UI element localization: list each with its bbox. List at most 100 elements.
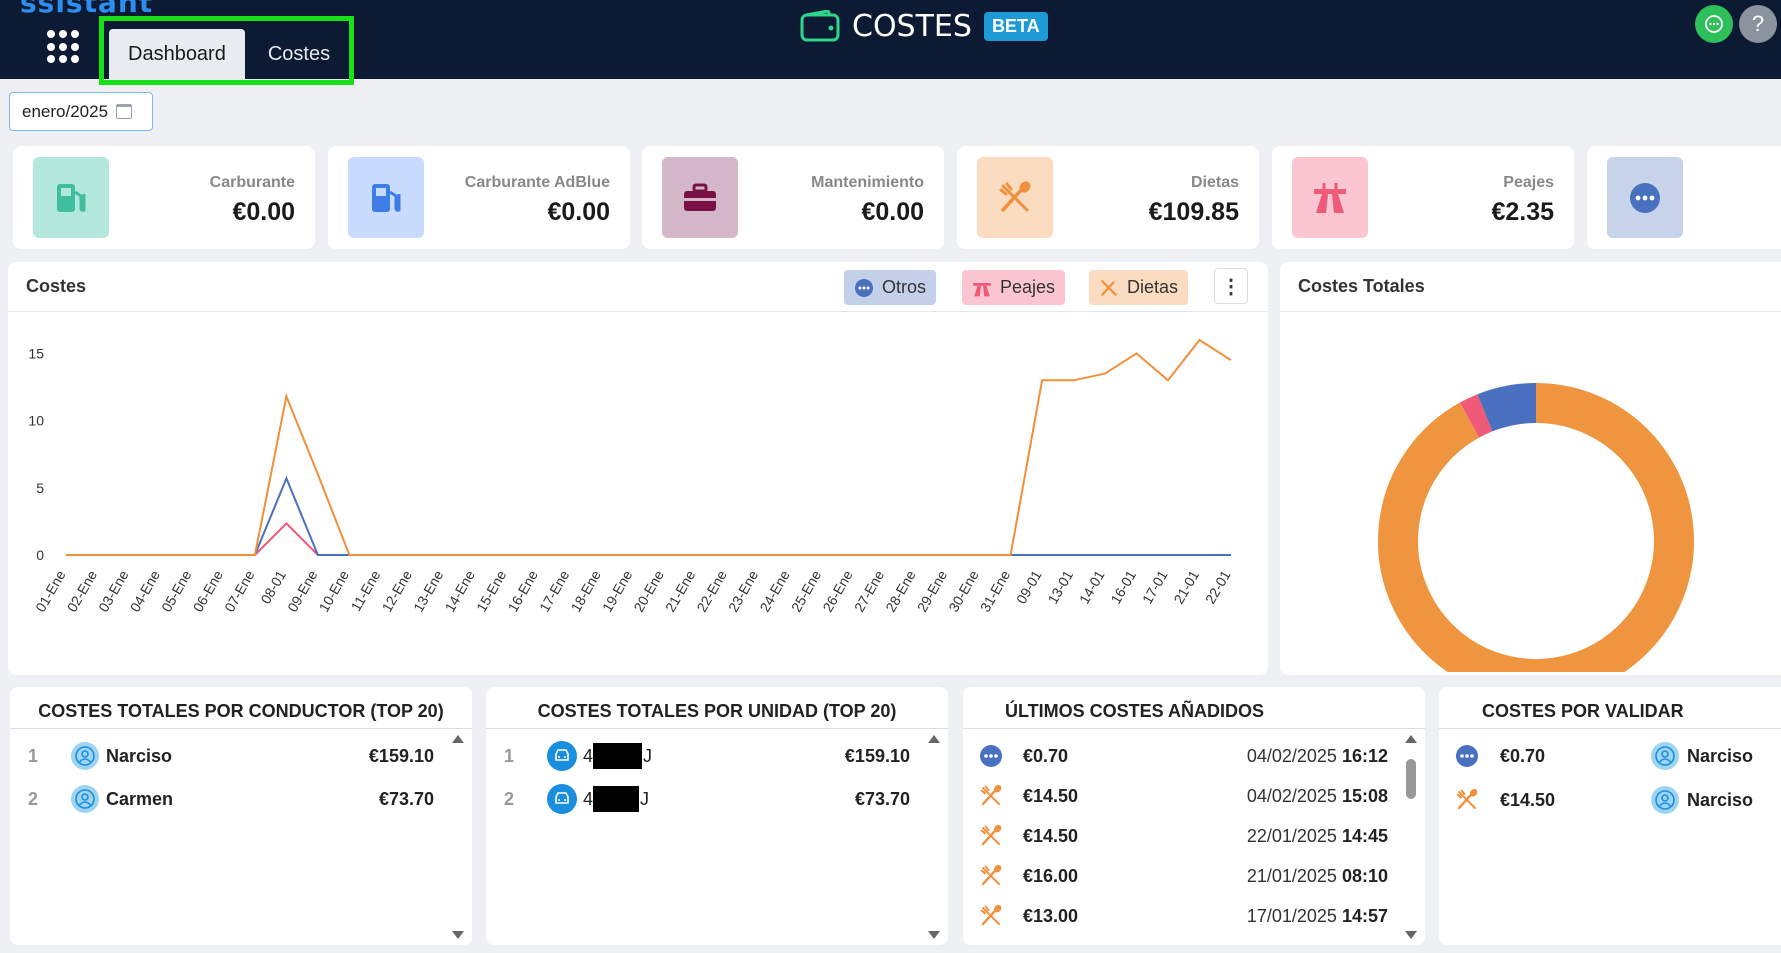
legend-peajes[interactable]: Peajes [962,270,1066,305]
series-line-otros[interactable] [66,475,1231,556]
costes-donut-chart [1378,383,1694,672]
toolbox-icon [662,157,738,238]
cost-amount: €14.50 [1023,825,1079,846]
list-item[interactable]: 1 Narciso €159.10 [10,736,472,776]
month-input[interactable] [22,101,114,122]
month-picker[interactable] [9,92,153,131]
wallet-icon [800,10,840,42]
adblue-fuel-icon [348,157,424,238]
help-button[interactable]: ? [1739,5,1777,43]
list-item[interactable]: 2 4 J €73.70 [486,779,948,819]
list-item[interactable]: 2 Carmen €73.70 [10,779,472,819]
scroll-up-icon[interactable] [1405,735,1417,743]
list-item[interactable]: €14.50 22/01/2025 14:45 [963,816,1425,856]
latest-costs-panel: ÚLTIMOS COSTES AÑADIDOS €0.70 04/02/2025 … [963,687,1425,945]
scroll-up-icon[interactable] [928,735,940,743]
app-title: COSTES BETA [800,6,1048,46]
series-line-peajes[interactable] [66,521,1231,556]
card-value: €109.85 [1148,198,1239,226]
x-tick-label: 30-Ene [945,567,982,614]
x-tick-label: 14-Ene [441,567,478,614]
divider [10,728,472,729]
chat-button[interactable] [1695,5,1733,43]
chart-menu-button[interactable]: ⋮ [1214,268,1248,304]
x-tick-label: 29-Ene [914,567,951,614]
units-panel: COSTES TOTALES POR UNIDAD (TOP 20) 1 4 J… [486,687,948,945]
tab-dashboard[interactable]: Dashboard [109,29,245,80]
cost-datetime: 21/01/2025 08:10 [1247,866,1388,887]
list-item[interactable]: €0.70 Narciso [1439,736,1781,776]
cost-amount: €0.70 [1500,745,1546,766]
divider [1439,728,1781,729]
unit-amount: €159.10 [844,745,910,766]
scrollbar[interactable] [1403,735,1419,939]
list-item[interactable]: €0.70 04/02/2025 16:12 [963,736,1425,776]
x-tick-label: 17-Ene [536,567,573,614]
scroll-thumb[interactable] [1406,759,1416,799]
card-value: €0.00 [232,198,295,226]
fork-spoon-icon [979,864,1003,893]
series-line-dietas[interactable] [66,338,1232,556]
driver-amount: €159.10 [368,745,434,766]
redacted-block [593,743,642,769]
truck-icon [547,741,577,771]
unit-amount: €73.70 [854,788,910,809]
top-bar: ssistant Dashboard Costes COSTES BETA ? [0,0,1781,85]
cost-amount: €13.00 [1023,905,1079,926]
card-dietas[interactable]: Dietas €109.85 [957,146,1259,249]
x-tick-label: 09-01 [1013,567,1045,606]
apps-grid-icon[interactable] [47,30,81,64]
legend-dietas[interactable]: Dietas [1089,270,1189,305]
costes-totales-panel: Costes Totales [1280,262,1781,675]
x-tick-label: 10-Ene [316,567,353,614]
scroll-up-icon[interactable] [452,735,464,743]
cost-date: 04/02/2025 [1246,745,1337,766]
x-tick-label: 13-01 [1044,567,1076,606]
card-carburante[interactable]: Carburante €0.00 [13,146,315,249]
scroll-down-icon[interactable] [928,931,940,939]
cost-amount: €16.00 [1023,865,1079,886]
scrollbar[interactable] [926,735,942,939]
scrollbar[interactable] [450,735,466,939]
tab-costes[interactable]: Costes [267,43,331,65]
driver-name: Carmen [106,788,174,809]
scroll-down-icon[interactable] [452,931,464,939]
divider [8,311,1268,312]
card-value: €0.00 [547,198,610,226]
list-item[interactable]: €14.50 04/02/2025 15:08 [963,776,1425,816]
donut-slice-peajes[interactable] [1459,394,1493,438]
cost-amount: €14.50 [1023,785,1079,806]
x-tick-label: 04-Ene [127,567,164,614]
legend-otros[interactable]: Otros [844,270,937,305]
list-item[interactable]: 1 4 J €159.10 [486,736,948,776]
scroll-down-icon[interactable] [1405,931,1417,939]
rank: 1 [28,745,39,766]
cost-time: 16:12 [1341,745,1388,766]
rank: 2 [28,788,39,809]
calendar-icon[interactable] [116,104,132,119]
card-peajes[interactable]: Peajes €2.35 [1272,146,1574,249]
list-item[interactable]: €16.00 21/01/2025 08:10 [963,856,1425,896]
divider [963,728,1425,729]
donut-slice-dietas[interactable] [1378,383,1694,672]
costes-line-chart: 0 5 10 15 01-Ene02-Ene03-Ene04-Ene05-Ene06-E… [28,338,1234,615]
drivers-title: COSTES TOTALES POR CONDUCTOR (TOP 20) [38,701,444,721]
card-otros[interactable] [1587,146,1781,249]
x-tick-label: 13-Ene [410,567,447,614]
x-tick-label: 09-Ene [284,567,321,614]
x-tick-label: 02-Ene [64,567,101,614]
fork-spoon-icon [979,824,1003,853]
donut-slice-otros[interactable] [1477,383,1537,432]
x-tick-label: 23-Ene [725,567,762,614]
card-mantenimiento[interactable]: Mantenimiento €0.00 [642,146,944,249]
x-tick-label: 07-Ene [221,567,258,614]
user-avatar-icon [1651,786,1679,814]
pending-title: COSTES POR VALIDAR [1482,701,1684,721]
cost-amount: €14.50 [1500,789,1556,810]
card-carburante-adblue[interactable]: Carburante AdBlue €0.00 [328,146,630,249]
list-item[interactable]: €14.50 Narciso [1439,780,1781,820]
fuel-pump-icon [33,157,109,238]
list-item[interactable]: €13.00 17/01/2025 14:57 [963,896,1425,936]
truck-icon [547,784,577,814]
unit-plate-prefix: 4 [583,745,594,766]
